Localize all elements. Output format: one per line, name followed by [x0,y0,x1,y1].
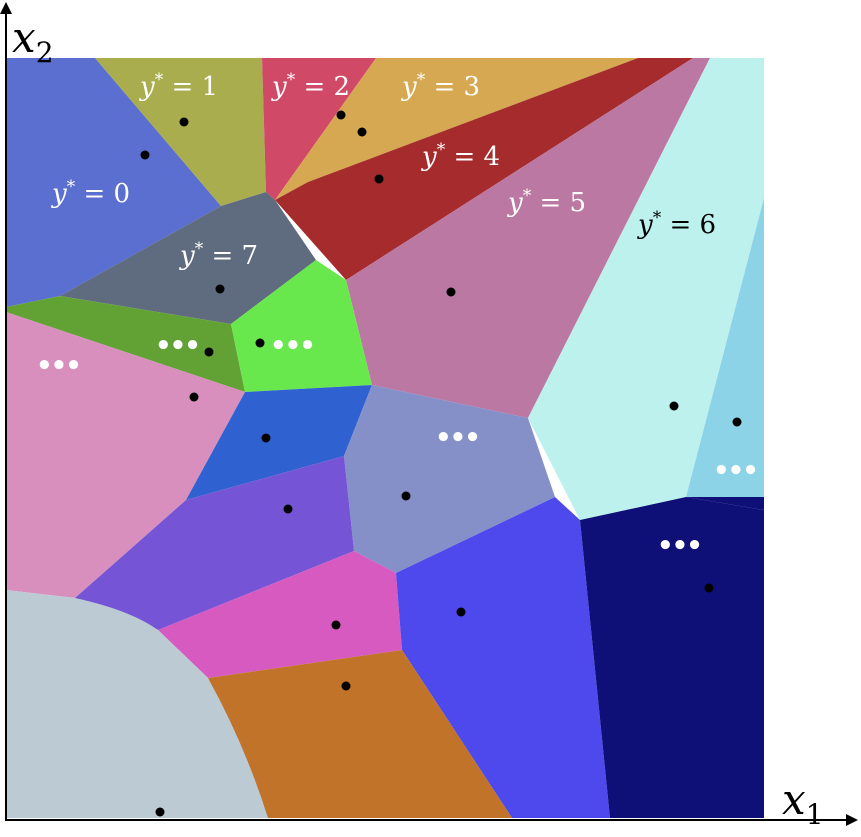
ellipsis-skyblue: ••• [713,456,757,486]
cell-y2 [262,58,376,200]
cell-y4 [275,58,693,280]
label-y1: y* = 1 [139,70,218,102]
ellipsis-lime: ••• [270,331,314,361]
label-y2: y* = 2 [271,70,350,102]
point [155,807,165,817]
cell-green [6,296,245,392]
point [255,338,265,348]
label-y6: y* = 6 [637,208,716,240]
cell-grey [6,590,268,818]
ellipsis-slate: ••• [435,423,479,453]
cell-blue [186,385,372,500]
cell-y0 [6,58,221,307]
label-y7: y* = 7 [179,239,258,271]
label-y0: y* = 0 [51,177,130,209]
cell-y7 [60,192,316,324]
point [357,127,367,137]
cell-magenta [158,551,402,678]
point [336,110,346,120]
point [261,433,271,443]
cell-y3 [275,58,638,200]
cell-y1 [95,58,266,206]
cell-purple [75,456,354,630]
y-axis-title: x2 [12,13,54,69]
ellipsis-markers: ••• ••• ••• ••• ••• ••• [36,331,759,561]
cell-orange [208,650,512,818]
point [204,347,214,357]
point [374,174,384,184]
cell-lime [231,260,372,392]
generator-points [140,110,742,817]
point [401,491,411,501]
cell-pink [6,312,245,598]
x-axis-title: x1 [782,775,824,831]
cell-labels: y* = 0 y* = 1 y* = 2 y* = 3 y* = 4 y* = … [51,70,716,271]
point [456,607,466,617]
point [140,150,150,160]
point [732,417,742,427]
cells [6,58,764,818]
point [189,392,199,402]
cell-navy [580,497,764,818]
point [669,401,679,411]
point [704,583,714,593]
cell-navy-top [686,497,764,510]
cell-y5 [346,58,710,418]
cell-violet [396,497,610,818]
label-y5: y* = 5 [507,186,586,218]
label-y4: y* = 4 [421,140,500,172]
point [215,284,225,294]
cell-y6 [528,58,764,520]
point [446,287,456,297]
cell-slate [344,385,555,573]
ellipsis-green: ••• [155,331,199,361]
ellipsis-navy: ••• [657,531,701,561]
point [283,504,293,514]
x-axis-arrowhead [846,814,858,826]
point [341,681,351,691]
cell-skyblue [686,198,764,497]
y-axis-arrowhead [0,2,12,14]
label-y3: y* = 3 [401,70,480,102]
point [331,620,341,630]
ellipsis-pink: ••• [36,351,80,381]
point [179,117,189,127]
